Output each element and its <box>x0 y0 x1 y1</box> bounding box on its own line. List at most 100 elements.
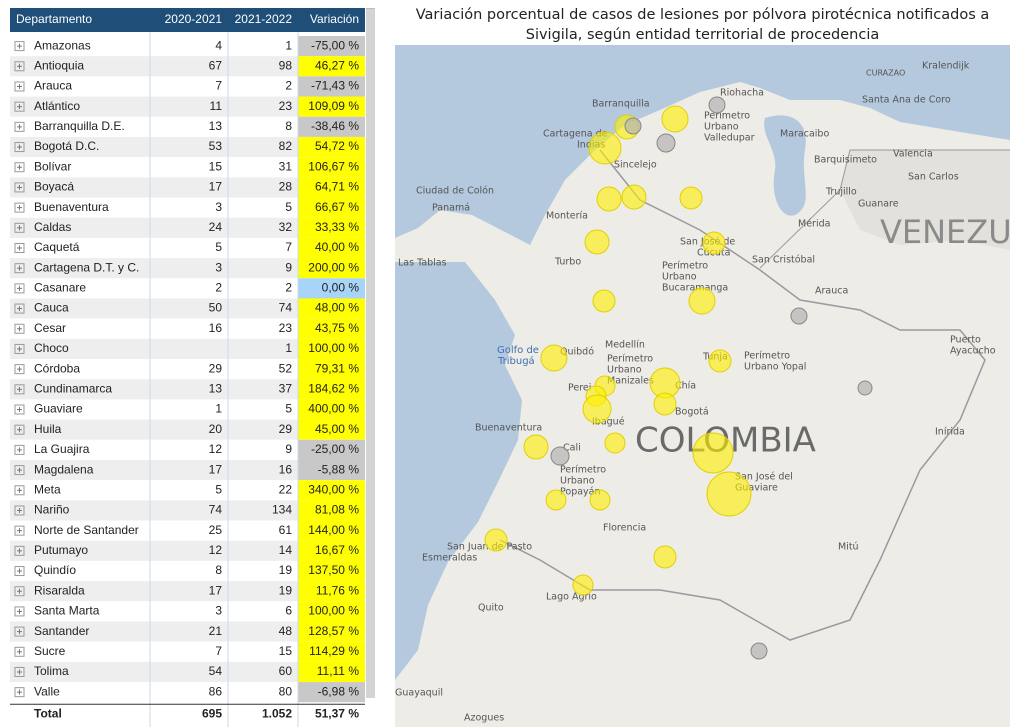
map-label: Valledupar <box>704 133 755 144</box>
cell: 22 <box>279 482 293 496</box>
cell: 11,11 % <box>317 664 360 678</box>
department: Putumayo <box>34 543 88 557</box>
cell: 52 <box>279 361 293 375</box>
expand-icon <box>14 505 25 516</box>
map-label: Popayán <box>560 487 601 498</box>
expand-icon <box>14 626 25 637</box>
map-label: Inírida <box>935 427 965 438</box>
cell: 17 <box>209 583 223 597</box>
map-label: Santa Ana de Coro <box>862 95 951 106</box>
table-row <box>10 500 365 521</box>
map-label: Lago Agrio <box>546 592 597 603</box>
cell: 200,00 % <box>308 260 359 274</box>
bubble <box>679 186 703 210</box>
expand-icon <box>14 323 25 334</box>
cell: 31 <box>279 159 293 173</box>
table-row <box>10 379 365 400</box>
total-cell: 695 <box>202 706 222 720</box>
department: Quindío <box>34 563 76 577</box>
bubble <box>572 574 594 596</box>
cell: 9 <box>285 442 292 456</box>
expand-icon <box>14 121 25 132</box>
variation-cell <box>298 399 365 420</box>
variation-cell <box>298 359 365 380</box>
cell: 16 <box>279 462 293 476</box>
table-row <box>10 217 365 238</box>
expand-icon <box>14 525 25 536</box>
cell: 80 <box>279 684 293 698</box>
table-row <box>10 661 365 683</box>
table-row <box>10 338 365 360</box>
cell: 3 <box>215 604 222 618</box>
department: Cartagena D.T. y C. <box>34 260 139 274</box>
map-label: Urbano <box>662 272 697 283</box>
map-label: Maracaibo <box>780 129 829 140</box>
table-row <box>10 136 365 158</box>
table-row <box>10 540 365 561</box>
map-label: Arauca <box>815 286 848 297</box>
cell: 0,00 % <box>322 281 360 295</box>
department: Valle <box>34 684 60 698</box>
bubble <box>688 287 716 315</box>
cell: 53 <box>209 139 223 153</box>
variation-cell <box>298 116 365 137</box>
department: Amazonas <box>34 38 91 52</box>
table-row <box>10 621 365 642</box>
column-header: 2021-2022 <box>235 12 293 26</box>
cell: 60 <box>279 664 293 678</box>
border <box>759 149 1010 269</box>
cell: 400,00 % <box>308 402 359 416</box>
pacific-ocean <box>395 262 522 680</box>
map-label: Valencia <box>893 149 933 160</box>
expand-icon <box>14 364 25 375</box>
variation-cell <box>298 500 365 521</box>
cell: 340,00 % <box>308 482 359 496</box>
variation-cell <box>298 459 365 481</box>
cell: 134 <box>272 503 292 517</box>
map-label: Montería <box>546 211 588 222</box>
cell: 46,27 % <box>315 58 359 72</box>
map-label: Buenaventura <box>475 423 542 434</box>
scrollbar <box>366 8 375 698</box>
bubble <box>750 642 768 660</box>
bubble <box>545 489 567 511</box>
variation-cell <box>298 621 365 642</box>
cell: 9 <box>285 260 292 274</box>
bubble <box>692 432 734 474</box>
variation-cell <box>298 217 365 238</box>
table-row <box>10 359 365 380</box>
cell: 54,72 % <box>315 139 359 153</box>
cell: 40,00 % <box>315 240 359 254</box>
table-row <box>10 419 365 440</box>
table-row <box>10 56 365 77</box>
variation-cell <box>298 258 365 279</box>
map-label: Sincelejo <box>614 160 657 171</box>
bubble <box>596 186 622 212</box>
cell: 20 <box>209 422 223 436</box>
department: Choco <box>34 341 69 355</box>
column-header: Variación <box>310 12 359 26</box>
table-row <box>10 601 365 622</box>
bubble <box>653 392 677 416</box>
map-label: Urbano <box>607 365 642 376</box>
expand-icon <box>14 41 25 52</box>
department: Santander <box>34 624 89 638</box>
bubble <box>550 446 570 466</box>
cell: 82 <box>279 139 293 153</box>
cell: 61 <box>279 523 293 537</box>
map-label: Chía <box>675 381 696 392</box>
cell: 21 <box>209 624 223 638</box>
cell: 3 <box>215 200 222 214</box>
table-header <box>10 8 365 32</box>
department: Cauca <box>34 301 69 315</box>
variation-cell <box>298 76 365 97</box>
cell: 7 <box>215 644 222 658</box>
cell: 114,29 % <box>309 644 359 658</box>
cell: 14 <box>279 543 293 557</box>
border <box>499 149 986 641</box>
map-label: Perei <box>568 383 591 394</box>
map-label: Barranquilla <box>592 99 650 110</box>
map-label: Guanare <box>858 199 899 210</box>
map-label: Perímetro <box>704 111 750 122</box>
